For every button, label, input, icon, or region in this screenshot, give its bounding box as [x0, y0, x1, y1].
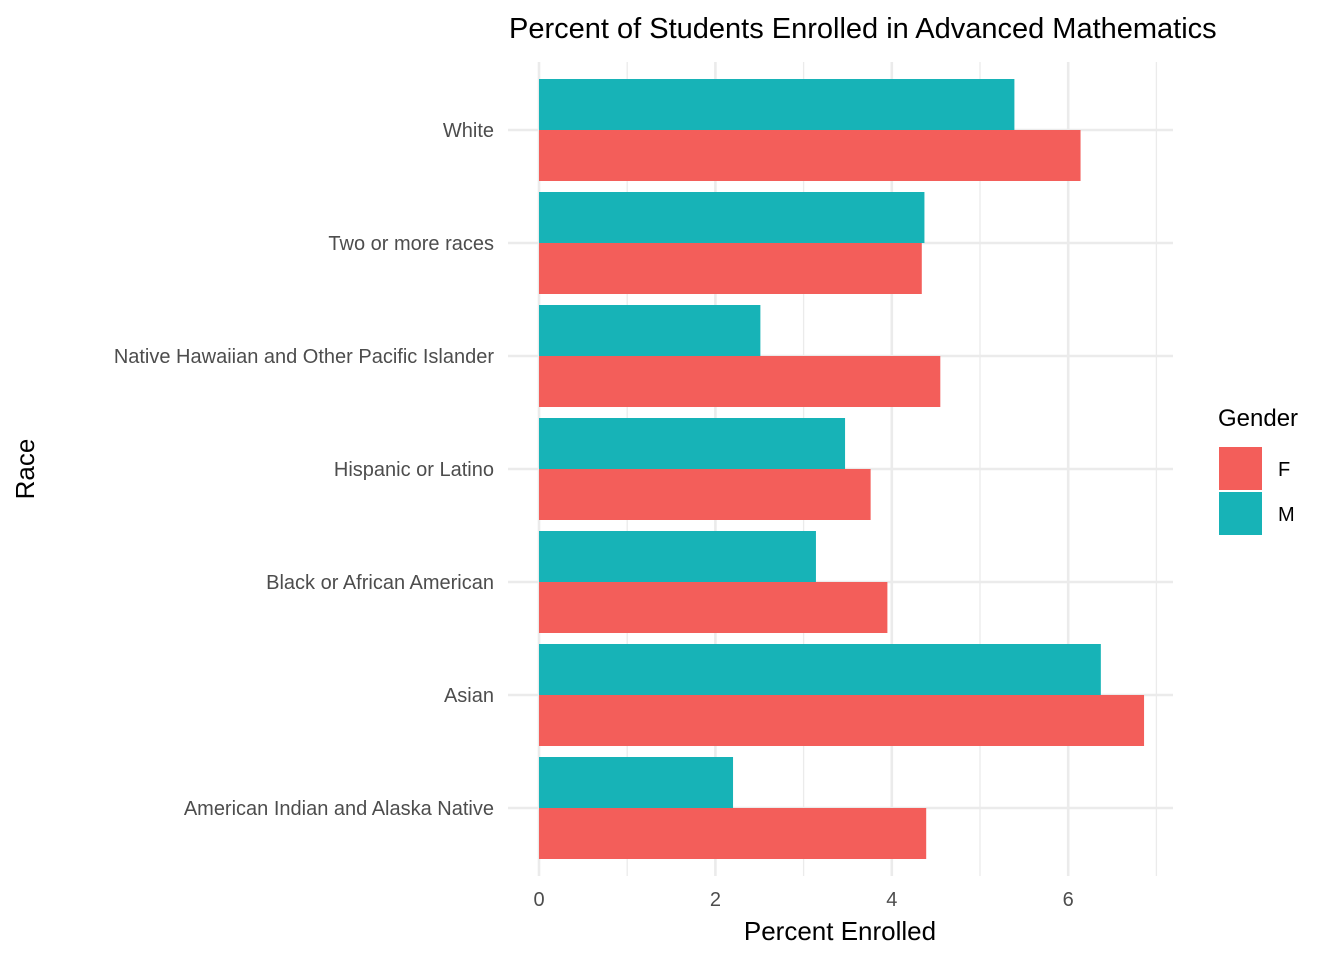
bars — [539, 79, 1145, 859]
bar-f-5 — [539, 243, 922, 294]
x-axis-ticks: 0 2 4 6 — [533, 889, 1073, 911]
legend-swatch-f — [1219, 447, 1262, 490]
legend: Gender F M — [1218, 405, 1298, 535]
x-tick-label: 2 — [710, 889, 721, 911]
bar-m-3 — [539, 418, 846, 469]
bar-f-0 — [539, 808, 927, 859]
y-tick-label: White — [443, 120, 494, 142]
bar-f-1 — [539, 695, 1145, 746]
y-axis-ticks: American Indian and Alaska Native Asian Bl… — [114, 120, 495, 820]
y-tick-label: Black or African American — [266, 572, 494, 594]
bar-m-2 — [539, 531, 816, 582]
bar-m-5 — [539, 192, 925, 243]
x-axis-title: Percent Enrolled — [744, 916, 936, 946]
bar-m-4 — [539, 305, 761, 356]
x-tick-label: 0 — [533, 889, 544, 911]
y-tick-label: Hispanic or Latino — [334, 459, 494, 481]
y-tick-label: American Indian and Alaska Native — [184, 798, 494, 820]
bar-f-3 — [539, 469, 871, 520]
x-tick-label: 4 — [886, 889, 897, 911]
y-tick-label: Native Hawaiian and Other Pacific Island… — [114, 346, 495, 368]
legend-label-m: M — [1278, 504, 1295, 526]
bar-m-6 — [539, 79, 1015, 130]
chart-title: Percent of Students Enrolled in Advanced… — [509, 13, 1217, 45]
legend-label-f: F — [1278, 459, 1290, 481]
bar-f-2 — [539, 582, 888, 633]
y-tick-label: Two or more races — [328, 233, 494, 255]
bar-f-4 — [539, 356, 941, 407]
bar-m-1 — [539, 644, 1101, 695]
y-tick-label: Asian — [444, 685, 494, 707]
legend-swatch-m — [1219, 492, 1262, 535]
x-tick-label: 6 — [1063, 889, 1074, 911]
legend-title: Gender — [1218, 405, 1298, 432]
y-axis-title: Race — [10, 439, 40, 500]
bar-m-0 — [539, 757, 734, 808]
bar-f-6 — [539, 130, 1081, 181]
